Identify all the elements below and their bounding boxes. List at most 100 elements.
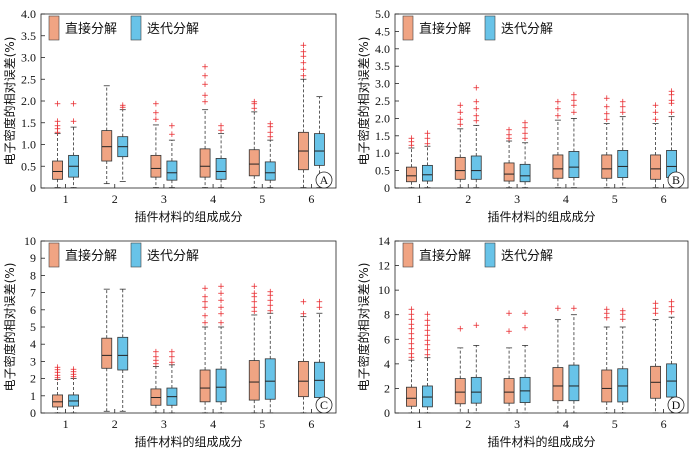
box-direct-1: +++++++++++	[406, 305, 417, 414]
outlier-point: +	[250, 298, 258, 308]
box-direct-2	[101, 288, 113, 412]
box-iqr	[52, 394, 63, 408]
outlier-point: +	[652, 108, 660, 118]
box-iqr	[552, 154, 564, 179]
y-tick-label: 2	[30, 372, 36, 386]
outlier-point: +	[505, 327, 513, 337]
y-tick-label: 1.0	[21, 138, 36, 152]
outlier-point: +	[201, 293, 209, 303]
box-iterative-4: ++++	[568, 91, 580, 189]
outlier-point: +	[266, 301, 274, 311]
y-tick-label: 4	[384, 357, 390, 371]
outlier-point: +	[668, 99, 676, 109]
outlier-point: +	[54, 371, 62, 381]
y-tick-label: 4.0	[375, 42, 390, 56]
y-tick-label: 4.0	[21, 7, 36, 21]
outlier-point: +	[300, 41, 308, 51]
legend-label-iterative: 迭代分解	[147, 22, 199, 37]
box-iterative-6: +++	[666, 298, 677, 414]
box-direct-1: +++++	[52, 100, 63, 188]
box-iterative-2: +	[470, 321, 482, 414]
box-direct-6: +++	[650, 101, 661, 189]
legend-swatch-direct	[402, 242, 414, 268]
legend-swatch-direct	[48, 15, 60, 41]
outlier-point: +	[456, 325, 464, 335]
box-direct-5: ++++++	[248, 282, 260, 414]
legend-swatch-direct	[48, 242, 60, 268]
outlier-point: +	[521, 129, 529, 139]
outlier-point: +	[217, 126, 225, 136]
outlier-point: +	[54, 373, 62, 383]
box-direct-4: ++++++	[199, 284, 211, 414]
box-direct-1: +++++	[52, 363, 63, 414]
outlier-point: +	[54, 363, 62, 373]
box-iterative-5: +++	[617, 98, 629, 189]
outlier-point: +	[266, 296, 274, 306]
outlier-point: +	[201, 284, 209, 294]
outlier-point: +	[505, 125, 513, 135]
y-tick-label: 10	[24, 234, 36, 248]
outlier-point: +	[54, 121, 62, 131]
outlier-point: +	[201, 303, 209, 313]
outlier-point: +	[250, 307, 258, 317]
box-iterative-3: ++	[166, 121, 178, 188]
outlier-point: +	[668, 87, 676, 97]
outlier-point: +	[521, 134, 529, 144]
outlier-point: +	[70, 365, 78, 375]
box-direct-4: +++++	[199, 63, 211, 188]
box-iqr	[422, 164, 433, 182]
box-iqr	[215, 158, 227, 180]
y-tick-label: 9	[30, 251, 36, 265]
legend-label-direct: 直接分解	[419, 21, 471, 37]
legend-swatch-iterative	[130, 242, 142, 268]
outlier-point: +	[201, 63, 209, 73]
outlier-point: +	[217, 296, 225, 306]
outlier-point: +	[119, 101, 127, 111]
outlier-point: +	[217, 282, 225, 292]
box-direct-4: +	[552, 304, 564, 414]
y-tick-label: 3	[30, 354, 36, 368]
box-iterative-1: ++	[68, 100, 79, 188]
outlier-point: +	[619, 103, 627, 113]
panel-label: B	[672, 173, 680, 187]
y-axis-label: 电子密度的相对误差(%)	[2, 37, 17, 166]
outlier-point: +	[217, 303, 225, 313]
box-iterative-3: ++++	[519, 118, 531, 189]
outlier-point: +	[266, 306, 274, 316]
box-iqr	[666, 363, 677, 398]
outlier-point: +	[424, 129, 432, 139]
panel-label: D	[672, 398, 681, 412]
outlier-point: +	[424, 321, 432, 331]
outlier-point: +	[266, 291, 274, 301]
y-tick-label: 3.5	[21, 29, 36, 43]
outlier-point: +	[152, 356, 160, 366]
legend-label-direct: 直接分解	[65, 21, 117, 37]
box-iterative-3: ++	[519, 309, 531, 414]
outlier-point: +	[619, 306, 627, 316]
outlier-point: +	[456, 120, 464, 130]
outlier-point: +	[168, 358, 176, 368]
x-tick-label: 5	[612, 192, 618, 206]
outlier-point: +	[456, 101, 464, 111]
box-iqr	[52, 160, 63, 180]
x-tick-label: 4	[563, 192, 569, 206]
outlier-point: +	[554, 304, 562, 314]
x-tick-label: 1	[63, 192, 69, 206]
outlier-point: +	[300, 310, 308, 320]
outlier-point: +	[408, 339, 416, 349]
outlier-point: +	[668, 298, 676, 308]
box-direct-3: +++	[150, 100, 162, 188]
outlier-point: +	[250, 293, 258, 303]
box-iqr	[248, 149, 260, 177]
y-tick-label: 12	[378, 259, 390, 273]
box-iqr	[314, 133, 325, 166]
outlier-point: +	[201, 80, 209, 90]
y-tick-label: 2.0	[21, 94, 36, 108]
outlier-point: +	[521, 324, 529, 334]
x-tick-label: 4	[210, 192, 216, 206]
outlier-point: +	[521, 124, 529, 134]
legend-label-direct: 直接分解	[419, 248, 471, 264]
box-iqr	[503, 162, 515, 182]
